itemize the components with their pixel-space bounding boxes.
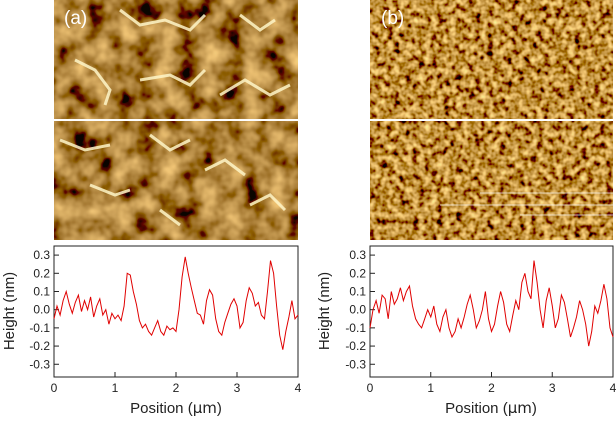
scan-artifact-lines-b (440, 192, 613, 216)
height-profile-plot-b: 0.3 0.2 0.1 0.0 -0.1 -0.2 -0.3 0 1 2 3 4 Position … (316, 245, 616, 417)
plot-b-y-tick-label: -0.1 (345, 321, 366, 335)
plot-b-y-axis-title: Height (nm) (316, 272, 333, 350)
plot-b-x-ticks: 0 1 2 3 4 (367, 372, 616, 395)
plot-a-x-tick-label: 3 (234, 381, 241, 395)
plot-b-y-tick-label: 0.2 (349, 266, 366, 280)
plot-b-y-tick-label: -0.2 (345, 339, 366, 353)
plot-a-x-tick-label: 0 (51, 381, 58, 395)
plot-a-y-tick-label: -0.3 (29, 357, 50, 371)
panel-label-a: (a) (64, 8, 87, 29)
plot-b-x-tick-label: 0 (367, 381, 374, 395)
height-profile-plot-a: 0.3 0.2 0.1 0.0 -0.1 -0.2 -0.3 0 1 2 3 4 Position … (1, 245, 302, 417)
plot-b-frame (369, 245, 614, 378)
plot-b-y-tick-label: -0.3 (345, 357, 366, 371)
plot-a-x-tick-label: 2 (173, 381, 180, 395)
plot-a-y-axis-title: Height (nm) (1, 272, 18, 350)
plot-b-x-axis-title: Position (μm) (445, 399, 537, 417)
plot-a-x-tick-label: 4 (295, 381, 302, 395)
plot-a-y-tick-label: -0.1 (29, 321, 50, 335)
plot-b-x-tick-label: 1 (427, 381, 434, 395)
afm-image-b: (b) (370, 0, 613, 240)
plot-a-y-tick-label: 0.2 (33, 266, 50, 280)
plot-a-y-tick-label: -0.2 (29, 339, 50, 353)
plot-a-series-line (53, 256, 299, 350)
plot-b-y-ticks: 0.3 0.2 0.1 0.0 -0.1 -0.2 -0.3 (345, 248, 375, 371)
plot-b-y-tick-label: 0.1 (349, 284, 366, 298)
plot-a-x-ticks: 0 1 2 3 4 (51, 372, 302, 395)
plot-a-y-ticks: 0.3 0.2 0.1 0.0 -0.1 -0.2 -0.3 (29, 248, 59, 371)
plot-a-y-tick-label: 0.0 (33, 303, 50, 317)
plot-b-y-tick-label: 0.3 (349, 248, 366, 262)
plot-a-frame (53, 245, 299, 378)
afm-image-a: (a) (54, 0, 298, 240)
plot-b-x-tick-label: 2 (488, 381, 495, 395)
plot-a-x-tick-label: 1 (112, 381, 119, 395)
plot-a-x-axis-title: Position (μm) (130, 399, 222, 417)
plot-b-series-line (369, 260, 614, 347)
plot-a-y-tick-label: 0.1 (33, 284, 50, 298)
panel-label-b: (b) (381, 8, 404, 29)
plot-b-x-tick-label: 4 (610, 381, 616, 395)
plot-a-y-tick-label: 0.3 (33, 248, 50, 262)
plot-b-y-tick-label: 0.0 (349, 303, 366, 317)
plot-b-x-tick-label: 3 (549, 381, 556, 395)
afm-image-a-grain-boundaries (59, 8, 291, 227)
